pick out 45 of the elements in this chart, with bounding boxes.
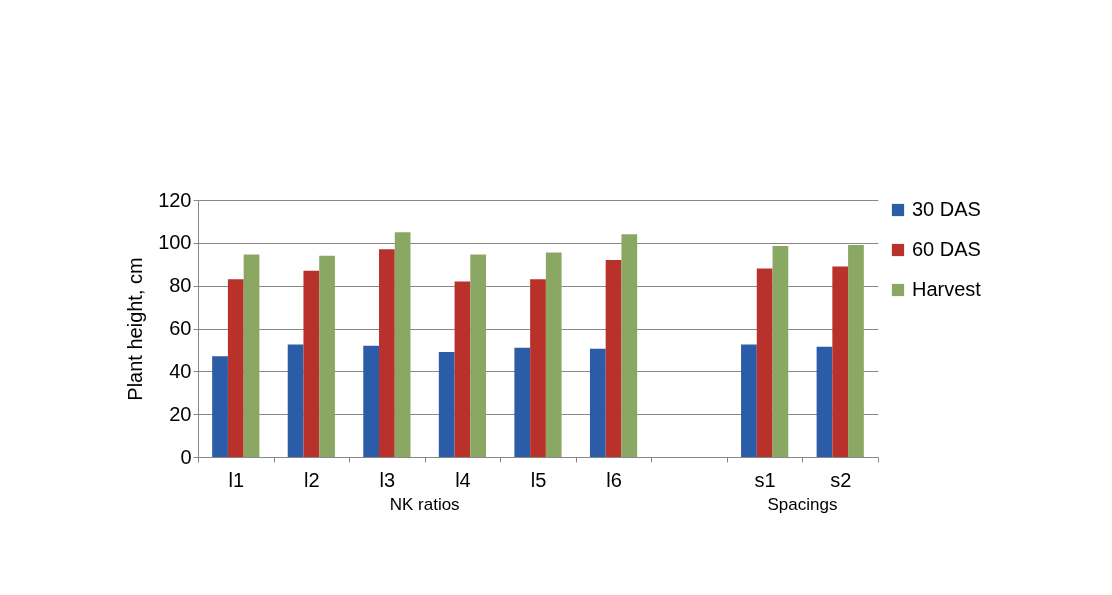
bar: [545, 252, 562, 457]
bar: [243, 254, 260, 457]
y-tick-label: 60: [169, 317, 192, 339]
bar: [816, 346, 833, 457]
y-tick-label: 0: [180, 445, 192, 468]
bar: [287, 344, 304, 457]
x-tick-label: s1: [754, 468, 776, 491]
legend-label: 60 DAS: [912, 238, 981, 260]
bar: [454, 281, 471, 457]
text: Spacings: [767, 495, 838, 514]
x-tick-label: l2: [304, 468, 320, 491]
bar: [848, 244, 864, 457]
bar: [741, 344, 757, 457]
text: NK ratios: [389, 495, 460, 514]
bar: [756, 268, 773, 457]
y-tick-label: 20: [169, 402, 192, 425]
bar: [832, 266, 849, 457]
y-tick-label: 80: [169, 274, 192, 297]
x-tick-label: l5: [530, 468, 547, 491]
x-tick-label: l3: [379, 468, 396, 491]
x-tick-label: l6: [606, 468, 622, 491]
bar: [227, 279, 244, 457]
bar: [394, 232, 411, 457]
bar: [589, 348, 606, 457]
legend-label: Harvest: [912, 278, 982, 300]
bar: [470, 254, 487, 457]
y-tick-label: 120: [158, 188, 192, 211]
bar: [212, 356, 228, 457]
bar: [438, 352, 455, 457]
y-tick-label: 40: [169, 359, 192, 382]
bar: [303, 270, 320, 457]
bar: [772, 246, 789, 457]
bar: [530, 279, 546, 457]
bar: [319, 255, 335, 457]
legend-label: 30 DAS: [912, 198, 981, 220]
x-tick-label: l1: [228, 468, 245, 491]
bar: [363, 345, 380, 457]
bar: [514, 347, 531, 457]
bar: [621, 234, 638, 457]
x-tick-label: l4: [455, 468, 471, 491]
bar: [379, 249, 395, 457]
bar: [605, 259, 622, 457]
x-tick-label: s2: [830, 468, 852, 491]
y-axis-title: Plant height, cm: [124, 257, 147, 401]
y-tick-label: 100: [158, 231, 192, 254]
